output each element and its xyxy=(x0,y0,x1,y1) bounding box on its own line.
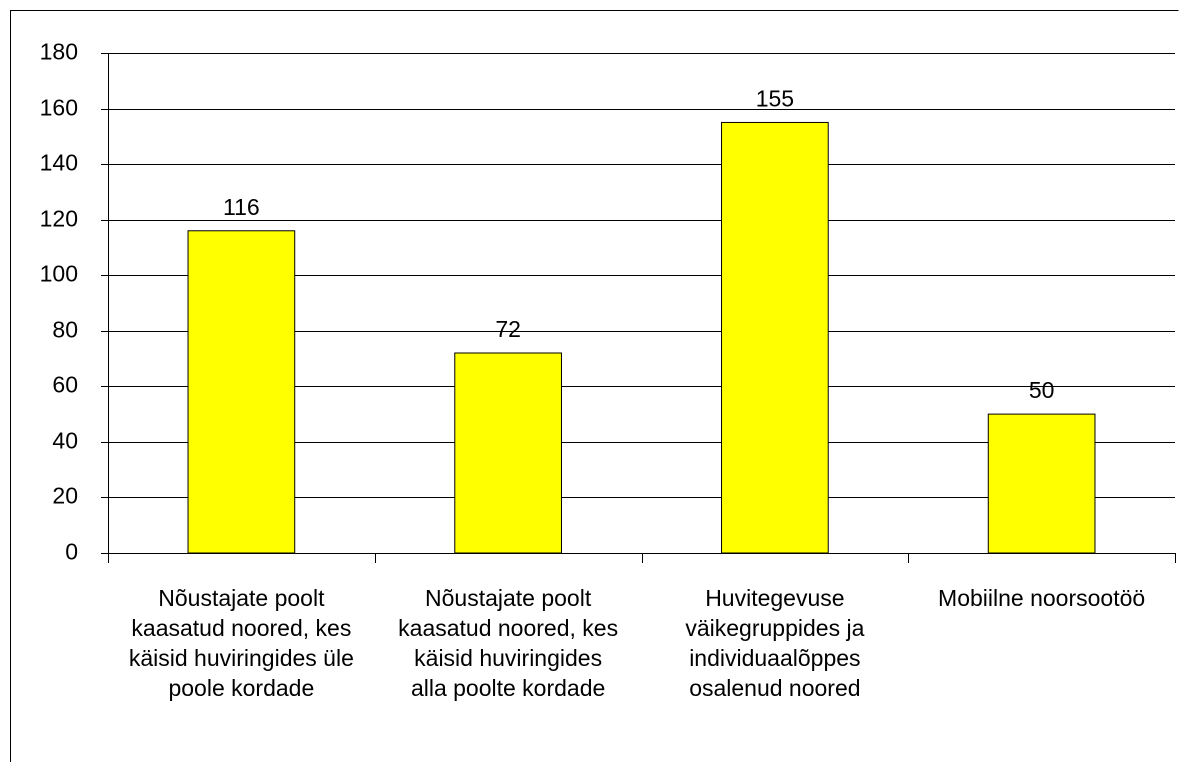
bar xyxy=(721,121,829,554)
x-tick-label: Huvitegevuse väikegruppides ja individua… xyxy=(685,585,865,701)
x-tick-label: Nõustajate poolt kaasatud noored, kes kä… xyxy=(128,585,354,701)
x-tick-label: Mobiilne noorsootöö xyxy=(938,585,1146,611)
y-tick-label: 120 xyxy=(40,206,78,232)
y-tick-label: 0 xyxy=(65,539,78,565)
chart-frame xyxy=(10,10,1179,762)
data-label: 155 xyxy=(756,86,794,112)
y-tick-label: 180 xyxy=(40,39,78,65)
y-tick-label: 60 xyxy=(52,372,78,398)
bar xyxy=(987,413,1096,554)
y-tick-label: 20 xyxy=(52,483,78,509)
y-tick-label: 160 xyxy=(40,95,78,121)
data-label: 50 xyxy=(1029,377,1055,403)
bar xyxy=(187,230,296,554)
data-label: 116 xyxy=(223,194,260,220)
y-tick-label: 80 xyxy=(52,317,78,343)
y-tick-label: 100 xyxy=(40,261,78,287)
y-tick-label: 40 xyxy=(52,428,78,454)
y-tick-label: 140 xyxy=(40,150,78,176)
bar xyxy=(454,352,562,554)
x-tick-label: Nõustajate poolt kaasatud noored, kes kä… xyxy=(398,585,619,701)
data-label: 72 xyxy=(495,316,521,342)
